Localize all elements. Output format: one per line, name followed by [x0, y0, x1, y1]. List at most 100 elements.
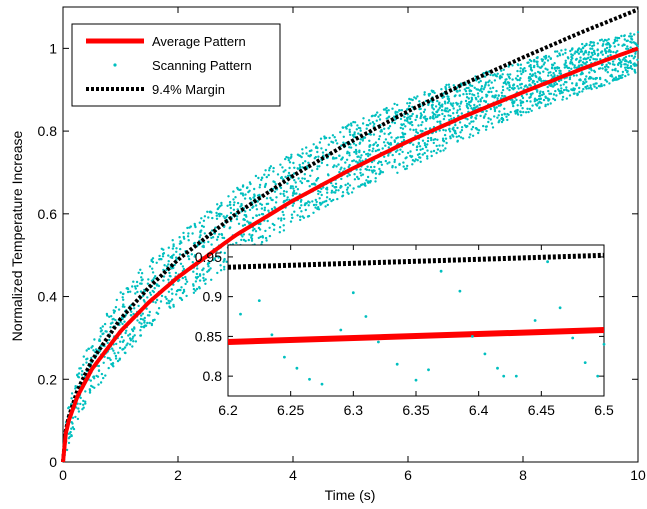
- scanning-pattern-point: [212, 258, 215, 262]
- scanning-pattern-point: [350, 191, 354, 194]
- scanning-pattern-point: [167, 263, 170, 266]
- scanning-pattern-point: [273, 223, 276, 227]
- scanning-pattern-point: [235, 218, 239, 221]
- scanning-pattern-point: [293, 210, 296, 213]
- scanning-pattern-point: [494, 94, 497, 97]
- scanning-pattern-point: [416, 95, 419, 98]
- scanning-pattern-point: [547, 55, 551, 58]
- scanning-pattern-point: [488, 79, 491, 82]
- scanning-pattern-point: [309, 154, 312, 157]
- scanning-pattern-point: [328, 136, 331, 140]
- inset-x-tick-label: 6.35: [402, 402, 429, 418]
- scanning-pattern-point: [194, 276, 198, 279]
- scanning-pattern-point: [452, 102, 455, 105]
- scanning-pattern-point: [582, 87, 585, 91]
- scanning-pattern-point: [346, 124, 349, 128]
- scanning-pattern-point: [210, 243, 213, 246]
- scanning-pattern-point: [537, 97, 541, 101]
- scanning-pattern-point: [519, 67, 522, 70]
- scanning-pattern-point: [182, 267, 186, 271]
- scanning-pattern-point: [396, 111, 399, 114]
- scanning-pattern-point: [447, 110, 450, 113]
- scanning-pattern-point: [591, 47, 594, 50]
- scanning-pattern-point: [250, 237, 254, 241]
- scanning-pattern-point: [592, 77, 595, 81]
- scanning-pattern-point: [559, 84, 562, 87]
- scanning-pattern-point: [259, 235, 262, 239]
- scanning-pattern-point: [460, 112, 463, 115]
- scanning-pattern-point: [167, 278, 170, 281]
- scanning-pattern-point: [592, 69, 596, 73]
- scanning-pattern-point: [521, 68, 525, 72]
- scanning-pattern-point: [325, 186, 329, 189]
- scanning-pattern-point: [184, 282, 187, 286]
- scanning-pattern-point: [575, 66, 578, 70]
- scanning-pattern-point: [493, 107, 496, 111]
- scanning-pattern-point: [402, 123, 405, 126]
- scanning-pattern-point: [362, 150, 366, 154]
- scanning-pattern-point: [115, 298, 119, 302]
- scanning-pattern-point: [570, 88, 573, 91]
- scanning-pattern-point: [373, 169, 376, 172]
- scanning-pattern-point: [223, 217, 227, 220]
- scanning-pattern-point: [339, 184, 343, 188]
- inset-scanning-point: [458, 289, 462, 293]
- scanning-pattern-point: [315, 179, 318, 182]
- scanning-pattern-point: [388, 161, 391, 164]
- scanning-pattern-point: [479, 114, 482, 118]
- scanning-pattern-point: [511, 98, 514, 102]
- scanning-pattern-point: [359, 171, 362, 175]
- scanning-pattern-point: [88, 389, 92, 392]
- scanning-pattern-point: [143, 319, 146, 322]
- scanning-pattern-point: [430, 138, 433, 142]
- scanning-pattern-point: [434, 105, 438, 108]
- scanning-pattern-point: [120, 335, 124, 339]
- scanning-pattern-point: [272, 166, 275, 170]
- scanning-pattern-point: [306, 215, 310, 218]
- scanning-pattern-point: [136, 319, 139, 322]
- scanning-pattern-point: [491, 95, 494, 98]
- scanning-pattern-point: [574, 50, 577, 53]
- scanning-pattern-point: [410, 114, 413, 118]
- scanning-pattern-point: [310, 149, 313, 152]
- scanning-pattern-point: [487, 117, 490, 120]
- scanning-pattern-point: [383, 127, 386, 130]
- scanning-pattern-point: [157, 284, 161, 288]
- scanning-pattern-point: [564, 48, 567, 51]
- scanning-pattern-point: [549, 71, 552, 74]
- scanning-pattern-point: [542, 79, 545, 83]
- scanning-pattern-point: [128, 343, 132, 346]
- scanning-pattern-point: [366, 175, 370, 179]
- scanning-pattern-point: [531, 92, 534, 95]
- scanning-pattern-point: [472, 120, 475, 123]
- scanning-pattern-point: [74, 415, 77, 419]
- scanning-pattern-point: [393, 140, 397, 144]
- scanning-pattern-point: [444, 107, 447, 110]
- scanning-pattern-point: [129, 290, 132, 293]
- scanning-pattern-point: [479, 79, 482, 83]
- scanning-pattern-point: [634, 52, 637, 55]
- scanning-pattern-point: [376, 143, 380, 147]
- scanning-pattern-point: [257, 236, 260, 240]
- scanning-pattern-point: [353, 173, 356, 176]
- scanning-pattern-point: [139, 329, 142, 332]
- scanning-pattern-point: [440, 88, 443, 91]
- scanning-pattern-point: [291, 204, 294, 207]
- scanning-pattern-point: [452, 112, 455, 115]
- scanning-pattern-point: [590, 87, 593, 91]
- scanning-pattern-point: [424, 115, 427, 118]
- scanning-pattern-point: [200, 217, 203, 220]
- scanning-pattern-point: [100, 372, 104, 376]
- scanning-pattern-point: [454, 123, 457, 127]
- inset-scanning-point: [571, 336, 575, 340]
- scanning-pattern-point: [522, 110, 525, 114]
- scanning-pattern-point: [630, 54, 634, 58]
- scanning-pattern-point: [554, 69, 558, 73]
- scanning-pattern-point: [293, 179, 296, 182]
- scanning-pattern-point: [580, 71, 584, 74]
- scanning-pattern-point: [376, 111, 379, 114]
- scanning-pattern-point: [526, 86, 529, 89]
- scanning-pattern-point: [393, 121, 397, 125]
- inset-scanning-point: [364, 315, 368, 318]
- scanning-pattern-point: [359, 156, 362, 159]
